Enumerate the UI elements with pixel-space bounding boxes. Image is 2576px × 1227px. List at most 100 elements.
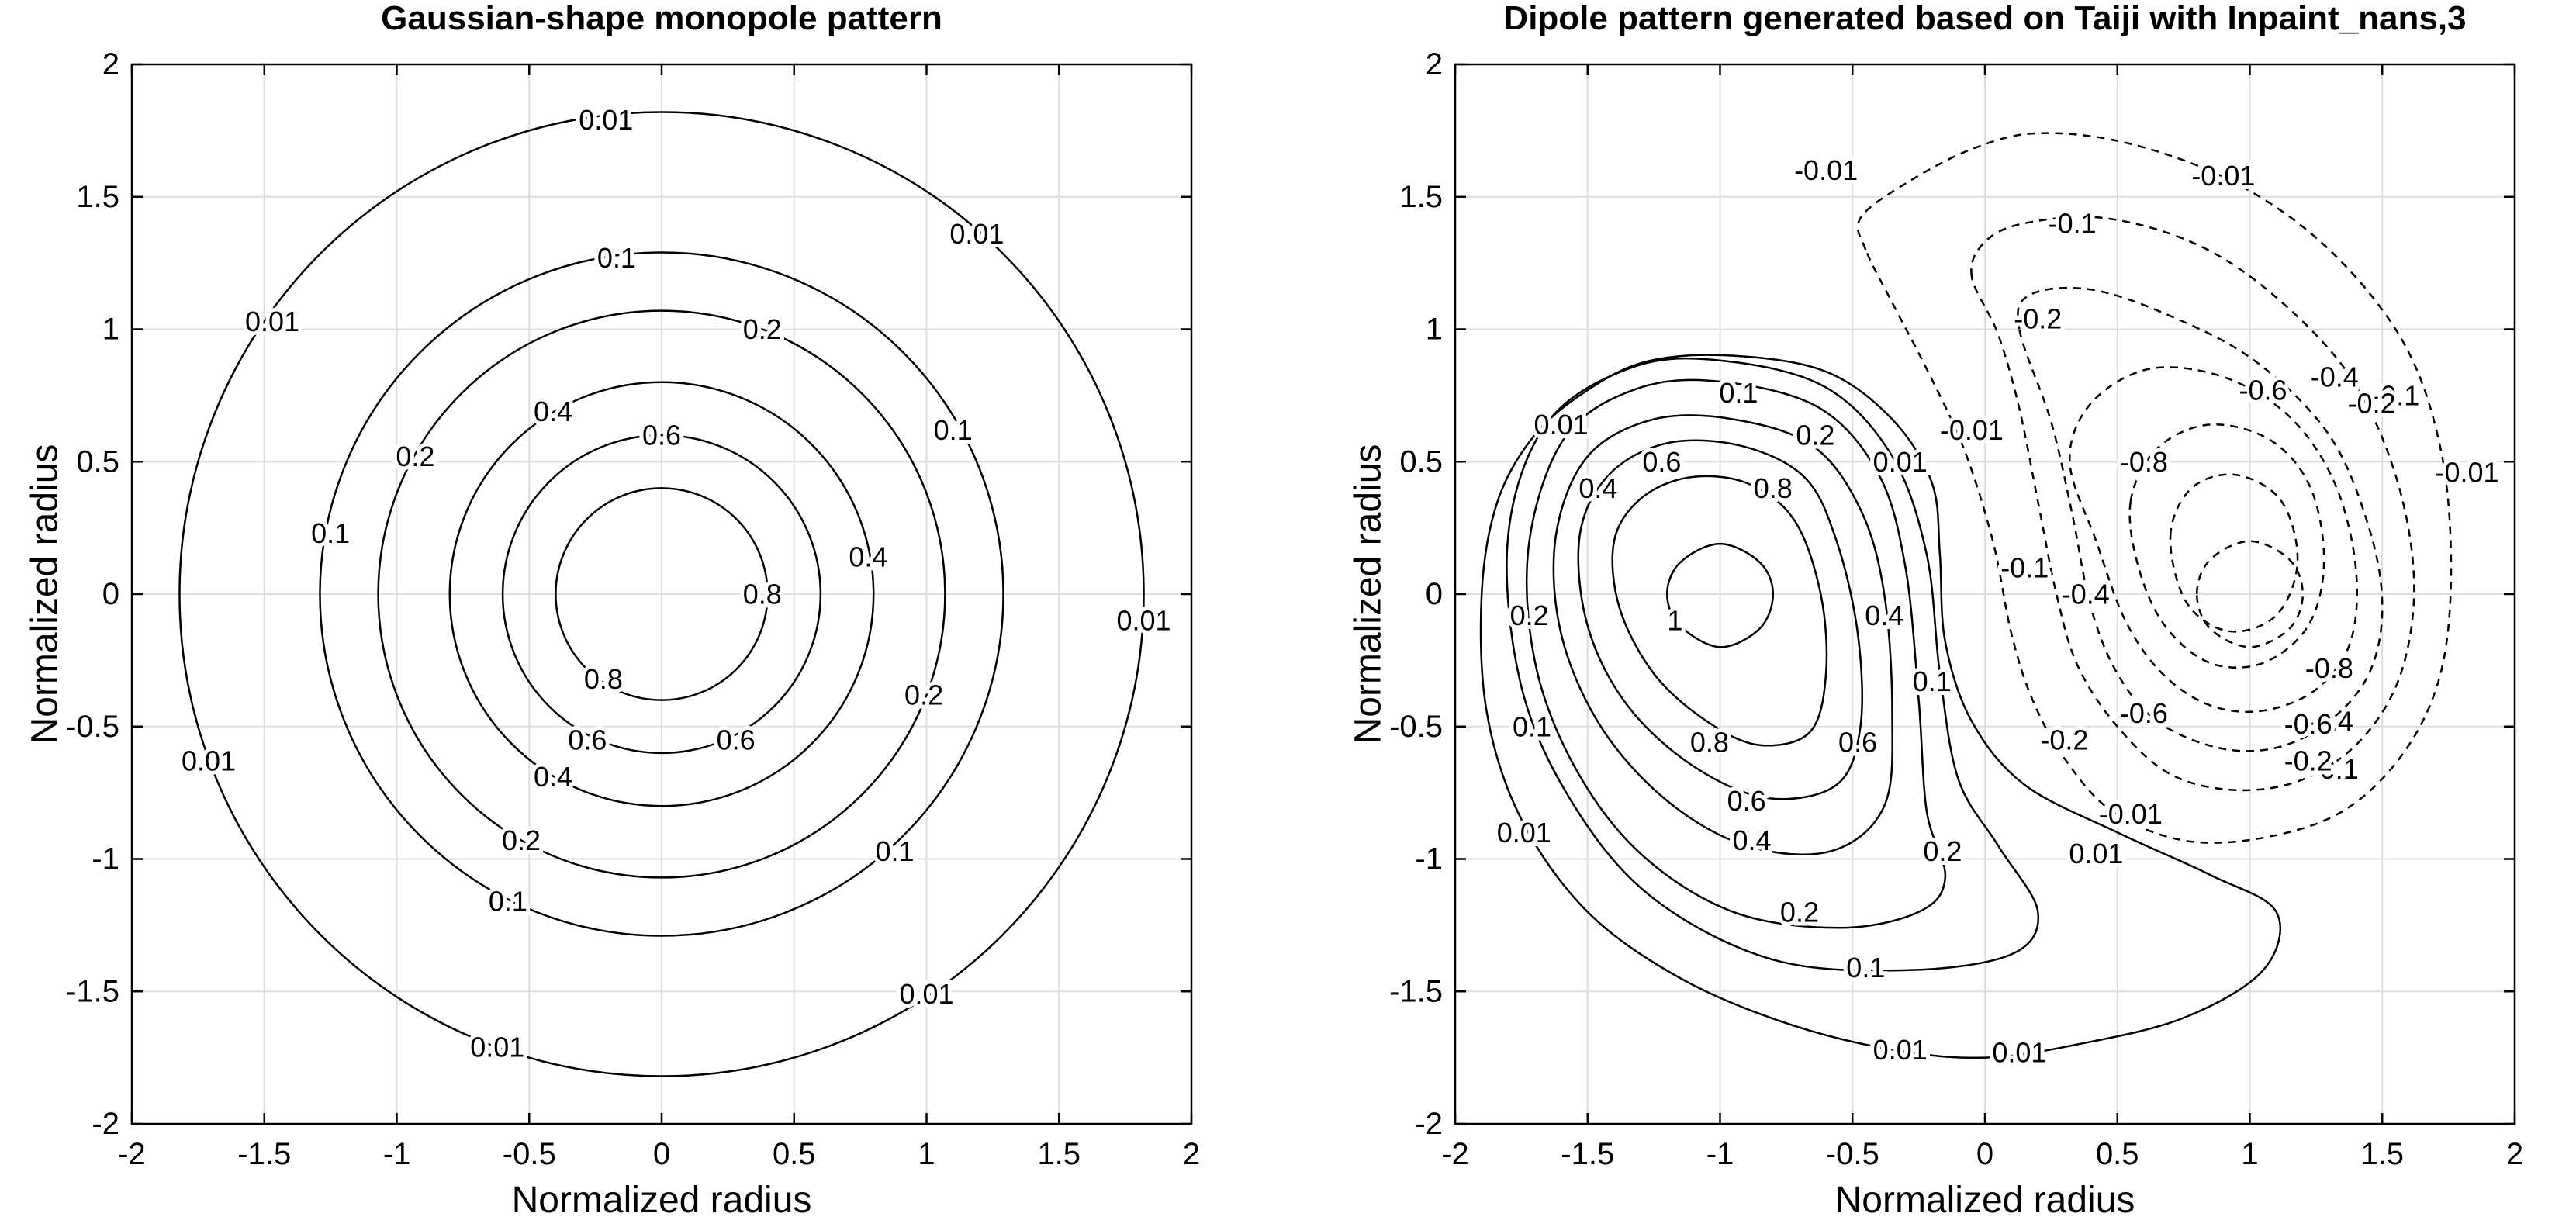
contour-label: -0.6 <box>2284 708 2332 740</box>
contour-label: -0.1 <box>2049 207 2097 239</box>
contour-line-0.1 <box>1506 357 2040 972</box>
contour-label: 0.4 <box>849 541 887 573</box>
contour-label: -0.1 <box>2311 753 2359 785</box>
contour-label: 0.1 <box>1513 710 1551 742</box>
contour-label: 0.1 <box>1913 665 1952 697</box>
contour-label: -0.2 <box>2348 388 2396 420</box>
contour-line-0.6 <box>501 434 822 755</box>
contour-label: 0.1 <box>1719 377 1758 409</box>
contour-label: 0.8 <box>1754 472 1793 504</box>
contour-label: -0.01 <box>2191 160 2255 192</box>
contour-label: -0.6 <box>2120 697 2168 729</box>
contour-label: 0.01 <box>899 978 953 1010</box>
y-tick-label: 2 <box>102 47 119 81</box>
contour-line--0.8 <box>2169 473 2299 633</box>
contour-label: 0.2 <box>1923 835 1962 867</box>
chart-title: Dipole pattern generated based on Taiji … <box>1503 0 2466 37</box>
contour-label: -0.01 <box>2099 798 2163 830</box>
y-tick-label: -0.5 <box>1389 710 1443 744</box>
contour-label: 0.01 <box>949 218 1004 250</box>
contour-label: -0.2 <box>2014 302 2062 334</box>
y-tick-label: -2 <box>1415 1107 1443 1141</box>
contour-label: 0.01 <box>579 104 633 136</box>
contour-label: 0.2 <box>1780 896 1819 928</box>
x-tick-label: 0.5 <box>2096 1137 2139 1171</box>
contour-line-1 <box>1665 542 1775 648</box>
contour-label: 0.6 <box>642 420 681 451</box>
x-tick-label: 0 <box>653 1137 670 1171</box>
contour-label: 0.8 <box>584 663 623 695</box>
x-tick-label: -0.5 <box>1826 1137 1879 1171</box>
x-tick-label: -2 <box>118 1137 146 1171</box>
contour-label: 0.4 <box>1732 824 1771 856</box>
contour-label: -0.2 <box>2284 745 2332 777</box>
contour-label: -0.8 <box>2120 446 2168 478</box>
dipole-contour-plot: 1 0.8 0.8 0.6 0.6 0.6 0.4 0.4 0.4 0.2 0.2 0.2 0.2 0.1… <box>1348 0 2524 1221</box>
contour-label: 0.01 <box>1873 446 1928 478</box>
y-tick-label: -2 <box>92 1107 119 1141</box>
contour-label: 0.01 <box>182 745 236 777</box>
contour-label: 0.8 <box>1690 727 1729 759</box>
contour-label: -0.01 <box>1940 414 2004 446</box>
contour-label: -0.1 <box>2000 551 2049 583</box>
y-tick-label: 1.5 <box>1399 180 1443 214</box>
contour-label: 0.01 <box>1497 817 1551 849</box>
contour-label: 0.01 <box>1992 1036 2046 1068</box>
contour-label: -0.01 <box>1794 154 1858 186</box>
contour-label: 0.6 <box>717 724 756 755</box>
contour-label: 0.6 <box>1727 785 1766 817</box>
x-tick-label: -1 <box>1706 1137 1734 1171</box>
contour-line-0.01 <box>178 111 1145 1077</box>
contour-label: 0.01 <box>1534 409 1589 441</box>
contour-label: 0.2 <box>743 313 782 345</box>
contour-line--0.2 <box>2017 286 2384 752</box>
x-tick-label: 0.5 <box>773 1137 816 1171</box>
y-tick-label: 1 <box>102 313 119 347</box>
contour-label: -0.1 <box>2371 379 2419 411</box>
x-tick-label: 2 <box>1183 1137 1200 1171</box>
contour-label: 0.1 <box>489 886 527 918</box>
x-tick-label: 1.5 <box>1037 1137 1081 1171</box>
contour-label: 0.6 <box>1838 727 1877 759</box>
contour-line--0.6 <box>2128 423 2325 669</box>
monopole-contour-plot: 0.8 0.8 0.6 0.6 0.6 0.4 0.4 0.4 0.2 0.2 0.2 0.2 0.1 0… <box>25 0 1201 1221</box>
contour-label: 0.2 <box>502 824 541 856</box>
contour-line-0.6 <box>1577 439 1864 800</box>
contour-label: 0.1 <box>311 517 350 549</box>
contour-label: 0.6 <box>568 724 607 755</box>
x-tick-label: 1.5 <box>2360 1137 2404 1171</box>
contour-line--0.1 <box>1970 216 2415 792</box>
contour-line-0.2 <box>377 309 946 879</box>
contour-label: 0.01 <box>1873 1034 1928 1066</box>
contour-label: 0.2 <box>396 441 434 472</box>
contour-line-0.8 <box>1611 475 1828 747</box>
contour-label: 1 <box>1667 605 1682 637</box>
y-tick-label: -1 <box>1415 842 1443 876</box>
contour-label: 0.1 <box>597 242 636 274</box>
contour-line--0.4 <box>2069 366 2358 714</box>
y-tick-label: 2 <box>1426 47 1443 81</box>
contour-label: 0.2 <box>1796 420 1834 451</box>
contour-label: 0.01 <box>1116 605 1170 637</box>
x-tick-label: 1 <box>2241 1137 2258 1171</box>
x-tick-label: -2 <box>1441 1137 1469 1171</box>
y-axis-label: Normalized radius <box>25 444 66 745</box>
contour-label: 0.2 <box>904 679 943 710</box>
contour-line-0.4 <box>448 381 875 807</box>
y-tick-label: 1 <box>1426 313 1443 347</box>
contour-label: 0.1 <box>934 414 973 446</box>
contour-label: 0.1 <box>875 835 914 867</box>
contour-label: -0.8 <box>2305 652 2353 684</box>
x-tick-label: -0.5 <box>503 1137 556 1171</box>
y-tick-label: -1.5 <box>66 974 119 1008</box>
chart-title: Gaussian-shape monopole pattern <box>381 0 942 37</box>
y-tick-label: -1 <box>92 842 119 876</box>
contour-label: -0.2 <box>2040 724 2088 755</box>
contour-line-0.1 <box>319 251 1004 937</box>
y-tick-label: 0.5 <box>1399 444 1443 479</box>
contour-label: -0.4 <box>2305 705 2353 737</box>
x-tick-label: -1.5 <box>1561 1137 1614 1171</box>
x-tick-label: 0 <box>1976 1137 1993 1171</box>
x-tick-label: 2 <box>2506 1137 2523 1171</box>
